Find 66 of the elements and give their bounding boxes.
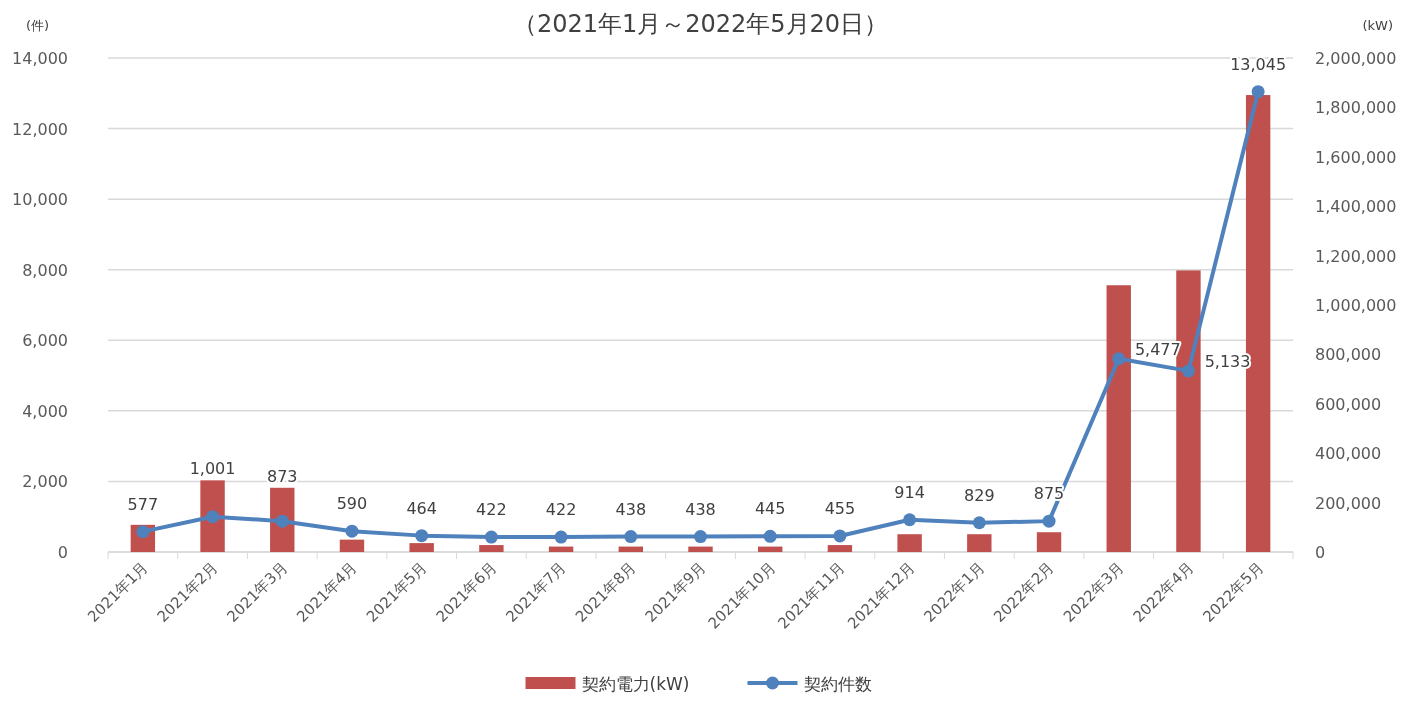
bar: [339, 539, 365, 552]
point: [554, 530, 568, 544]
y-axis-title: (件): [26, 18, 50, 33]
bar: [548, 546, 574, 552]
bar: [758, 546, 783, 552]
y2-tick-label: 1,600,000: [1315, 147, 1397, 167]
legend-label: 契約電力(kW): [581, 674, 690, 694]
data-label: 873: [266, 466, 298, 486]
y-tick-label: 4,000: [22, 401, 68, 421]
data-label: 914: [894, 482, 925, 502]
bar: [479, 545, 504, 552]
point: [833, 529, 847, 543]
bar: [688, 546, 713, 552]
y2-tick-label: 800,000: [1315, 345, 1382, 365]
bar: [897, 534, 922, 552]
point: [624, 530, 638, 544]
point: [903, 513, 917, 527]
y2-tick-label: 2,000,000: [1315, 49, 1397, 68]
data-label: 829: [964, 485, 995, 505]
y2-tick-label: 1,800,000: [1315, 98, 1397, 118]
y-tick-label: 8,000: [22, 260, 68, 280]
data-label: 577: [127, 494, 159, 514]
point: [275, 514, 289, 528]
y2-axis-title: (kW): [1362, 18, 1393, 33]
y-tick-label: 6,000: [22, 331, 68, 351]
y2-tick-label: 1,200,000: [1315, 246, 1397, 266]
point: [484, 530, 498, 544]
point: [206, 510, 220, 524]
y2-tick-label: 0: [1315, 543, 1326, 562]
data-label: 422: [545, 500, 577, 520]
data-label: 422: [476, 500, 507, 520]
y2-tick-label: 400,000: [1315, 444, 1382, 464]
data-label: 455: [824, 498, 856, 518]
point: [1181, 364, 1195, 378]
point: [763, 529, 777, 543]
point: [972, 516, 986, 530]
y2-tick-label: 200,000: [1315, 493, 1382, 513]
data-label: 445: [754, 499, 786, 519]
y-tick-label: 10,000: [12, 190, 68, 210]
data-label: 438: [685, 499, 716, 519]
data-label: 1,001: [189, 459, 236, 479]
point: [1251, 85, 1265, 99]
data-label: 438: [615, 499, 647, 519]
data-label: 464: [406, 498, 437, 518]
point: [1112, 352, 1126, 366]
y2-tick-label: 1,000,000: [1315, 296, 1397, 315]
bar: [618, 546, 643, 552]
y-tick-label: 12,000: [12, 119, 68, 139]
bar: [1106, 285, 1131, 552]
point: [415, 529, 429, 543]
data-label: 590: [336, 494, 368, 514]
y2-tick-label: 1,400,000: [1315, 197, 1397, 217]
y-tick-label: 0: [57, 543, 68, 562]
point: [345, 524, 359, 538]
point: [1042, 514, 1056, 528]
y2-tick-label: 600,000: [1315, 394, 1382, 414]
data-label: 13,045: [1230, 54, 1287, 74]
bar: [967, 534, 992, 552]
y-tick-label: 2,000: [22, 472, 68, 492]
y-tick-label: 14,000: [12, 49, 68, 68]
point: [694, 530, 707, 544]
bar: [1036, 532, 1062, 552]
bar: [827, 545, 853, 552]
legend-label: 契約件数: [803, 674, 872, 694]
bar: [409, 543, 434, 552]
chart-title: （2021年1月～2022年5月20日）: [512, 10, 889, 38]
